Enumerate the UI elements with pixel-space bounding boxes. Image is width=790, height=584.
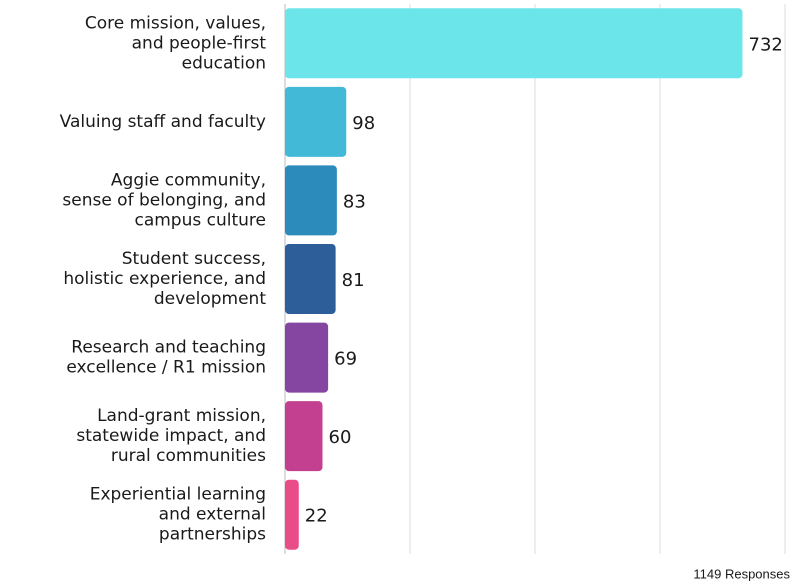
bar — [285, 244, 336, 314]
bar — [285, 479, 299, 550]
category-label: Experiential learning and external partner… — [90, 485, 266, 545]
bar — [285, 401, 323, 472]
category-label: Aggie community, sense of belonging, and c… — [62, 170, 266, 230]
value-label: 83 — [343, 191, 366, 212]
bar — [285, 322, 329, 393]
category-label: Core mission, values, and people-first edu… — [85, 13, 266, 73]
value-label: 81 — [342, 270, 365, 291]
category-label: Valuing staff and faculty — [60, 112, 266, 132]
footnote: 1149 Responses — [693, 566, 790, 581]
bar — [285, 86, 347, 157]
value-label: 60 — [329, 427, 352, 448]
value-label: 22 — [305, 506, 328, 527]
bar — [285, 165, 337, 236]
value-label: 732 — [749, 34, 783, 55]
bar — [285, 8, 743, 79]
category-label: Land-grant mission, statewide impact, and… — [76, 406, 266, 466]
category-label: Research and teaching excellence / R1 mis… — [66, 338, 266, 378]
category-label: Student success, holistic experience, and… — [63, 249, 266, 309]
value-label: 69 — [334, 349, 357, 370]
value-label: 98 — [352, 113, 375, 134]
